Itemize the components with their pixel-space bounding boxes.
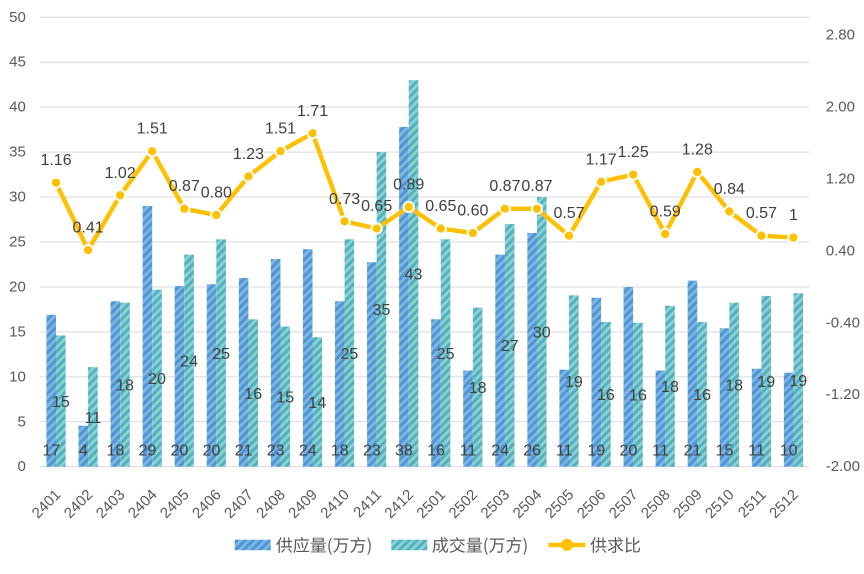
svg-text:15: 15 bbox=[52, 394, 70, 411]
svg-text:0.87: 0.87 bbox=[489, 178, 520, 195]
svg-text:25: 25 bbox=[437, 346, 455, 363]
svg-text:43: 43 bbox=[405, 266, 423, 283]
svg-text:16: 16 bbox=[597, 387, 615, 404]
svg-text:11: 11 bbox=[460, 442, 477, 459]
svg-text:2.80: 2.80 bbox=[826, 27, 855, 44]
svg-text:25: 25 bbox=[212, 346, 230, 363]
svg-text:0.65: 0.65 bbox=[361, 198, 392, 215]
svg-text:16: 16 bbox=[693, 387, 711, 404]
svg-text:10: 10 bbox=[780, 442, 798, 459]
svg-text:18: 18 bbox=[725, 377, 743, 394]
svg-text:1.02: 1.02 bbox=[105, 165, 136, 182]
svg-text:0.59: 0.59 bbox=[650, 203, 681, 220]
svg-text:11: 11 bbox=[652, 442, 669, 459]
svg-text:27: 27 bbox=[501, 338, 519, 355]
svg-text:0.73: 0.73 bbox=[329, 191, 360, 208]
svg-text:23: 23 bbox=[363, 442, 381, 459]
svg-text:15: 15 bbox=[276, 389, 294, 406]
svg-text:21: 21 bbox=[684, 442, 702, 459]
svg-text:29: 29 bbox=[139, 442, 157, 459]
svg-text:1.17: 1.17 bbox=[586, 151, 617, 168]
svg-text:1.51: 1.51 bbox=[265, 121, 296, 138]
svg-text:0.87: 0.87 bbox=[521, 178, 552, 195]
svg-text:30: 30 bbox=[533, 325, 551, 342]
svg-text:30: 30 bbox=[9, 189, 26, 206]
svg-text:0.80: 0.80 bbox=[201, 185, 232, 202]
svg-text:10: 10 bbox=[9, 368, 26, 385]
svg-text:15: 15 bbox=[9, 323, 26, 340]
svg-text:18: 18 bbox=[661, 379, 679, 396]
svg-text:1.23: 1.23 bbox=[233, 146, 264, 163]
svg-text:1: 1 bbox=[789, 207, 798, 224]
svg-text:16: 16 bbox=[427, 442, 445, 459]
svg-text:40: 40 bbox=[9, 99, 26, 116]
svg-text:14: 14 bbox=[308, 395, 326, 412]
svg-text:4: 4 bbox=[79, 442, 88, 459]
svg-text:18: 18 bbox=[469, 380, 487, 397]
svg-text:20: 20 bbox=[148, 371, 166, 388]
svg-text:25: 25 bbox=[9, 234, 26, 251]
svg-text:-2.00: -2.00 bbox=[826, 458, 860, 475]
svg-text:19: 19 bbox=[789, 373, 807, 390]
svg-text:5: 5 bbox=[17, 413, 25, 430]
svg-text:25: 25 bbox=[340, 346, 358, 363]
svg-text:0.60: 0.60 bbox=[457, 203, 488, 220]
svg-text:0.84: 0.84 bbox=[714, 181, 745, 198]
svg-text:24: 24 bbox=[491, 442, 509, 459]
svg-text:23: 23 bbox=[267, 442, 285, 459]
svg-text:15: 15 bbox=[716, 442, 734, 459]
svg-text:-0.40: -0.40 bbox=[826, 314, 860, 331]
svg-text:24: 24 bbox=[299, 442, 317, 459]
svg-text:2.00: 2.00 bbox=[826, 99, 855, 116]
svg-text:0.65: 0.65 bbox=[425, 198, 456, 215]
svg-text:38: 38 bbox=[395, 442, 413, 459]
svg-text:0.40: 0.40 bbox=[826, 242, 855, 259]
svg-text:1.28: 1.28 bbox=[682, 141, 713, 158]
svg-text:19: 19 bbox=[587, 442, 605, 459]
svg-text:19: 19 bbox=[565, 374, 583, 391]
svg-text:19: 19 bbox=[757, 374, 775, 391]
svg-text:16: 16 bbox=[244, 386, 262, 403]
svg-text:11: 11 bbox=[748, 442, 765, 459]
svg-text:0: 0 bbox=[17, 458, 25, 475]
svg-text:0.87: 0.87 bbox=[169, 178, 200, 195]
svg-text:18: 18 bbox=[331, 442, 349, 459]
svg-text:-1.20: -1.20 bbox=[826, 386, 860, 403]
svg-text:0.57: 0.57 bbox=[746, 205, 777, 222]
svg-text:0.57: 0.57 bbox=[553, 205, 584, 222]
svg-text:20: 20 bbox=[9, 278, 26, 295]
svg-text:1.20: 1.20 bbox=[826, 170, 855, 187]
svg-text:21: 21 bbox=[235, 442, 253, 459]
svg-text:1.71: 1.71 bbox=[297, 103, 328, 120]
svg-text:1.51: 1.51 bbox=[137, 121, 168, 138]
svg-text:1.16: 1.16 bbox=[40, 152, 71, 169]
svg-text:35: 35 bbox=[9, 144, 26, 161]
svg-text:45: 45 bbox=[9, 54, 26, 71]
svg-text:20: 20 bbox=[171, 442, 189, 459]
svg-text:11: 11 bbox=[556, 442, 573, 459]
svg-text:24: 24 bbox=[180, 353, 198, 370]
svg-text:50: 50 bbox=[9, 9, 26, 26]
svg-text:17: 17 bbox=[42, 442, 60, 459]
svg-text:18: 18 bbox=[106, 442, 124, 459]
svg-text:11: 11 bbox=[85, 410, 102, 427]
svg-text:20: 20 bbox=[203, 442, 221, 459]
svg-text:35: 35 bbox=[373, 302, 391, 319]
svg-text:18: 18 bbox=[116, 377, 134, 394]
svg-text:20: 20 bbox=[619, 442, 637, 459]
svg-text:1.25: 1.25 bbox=[618, 144, 649, 161]
svg-text:16: 16 bbox=[629, 388, 647, 405]
svg-text:0.41: 0.41 bbox=[73, 220, 104, 237]
svg-text:0.89: 0.89 bbox=[393, 176, 424, 193]
svg-text:26: 26 bbox=[523, 442, 541, 459]
